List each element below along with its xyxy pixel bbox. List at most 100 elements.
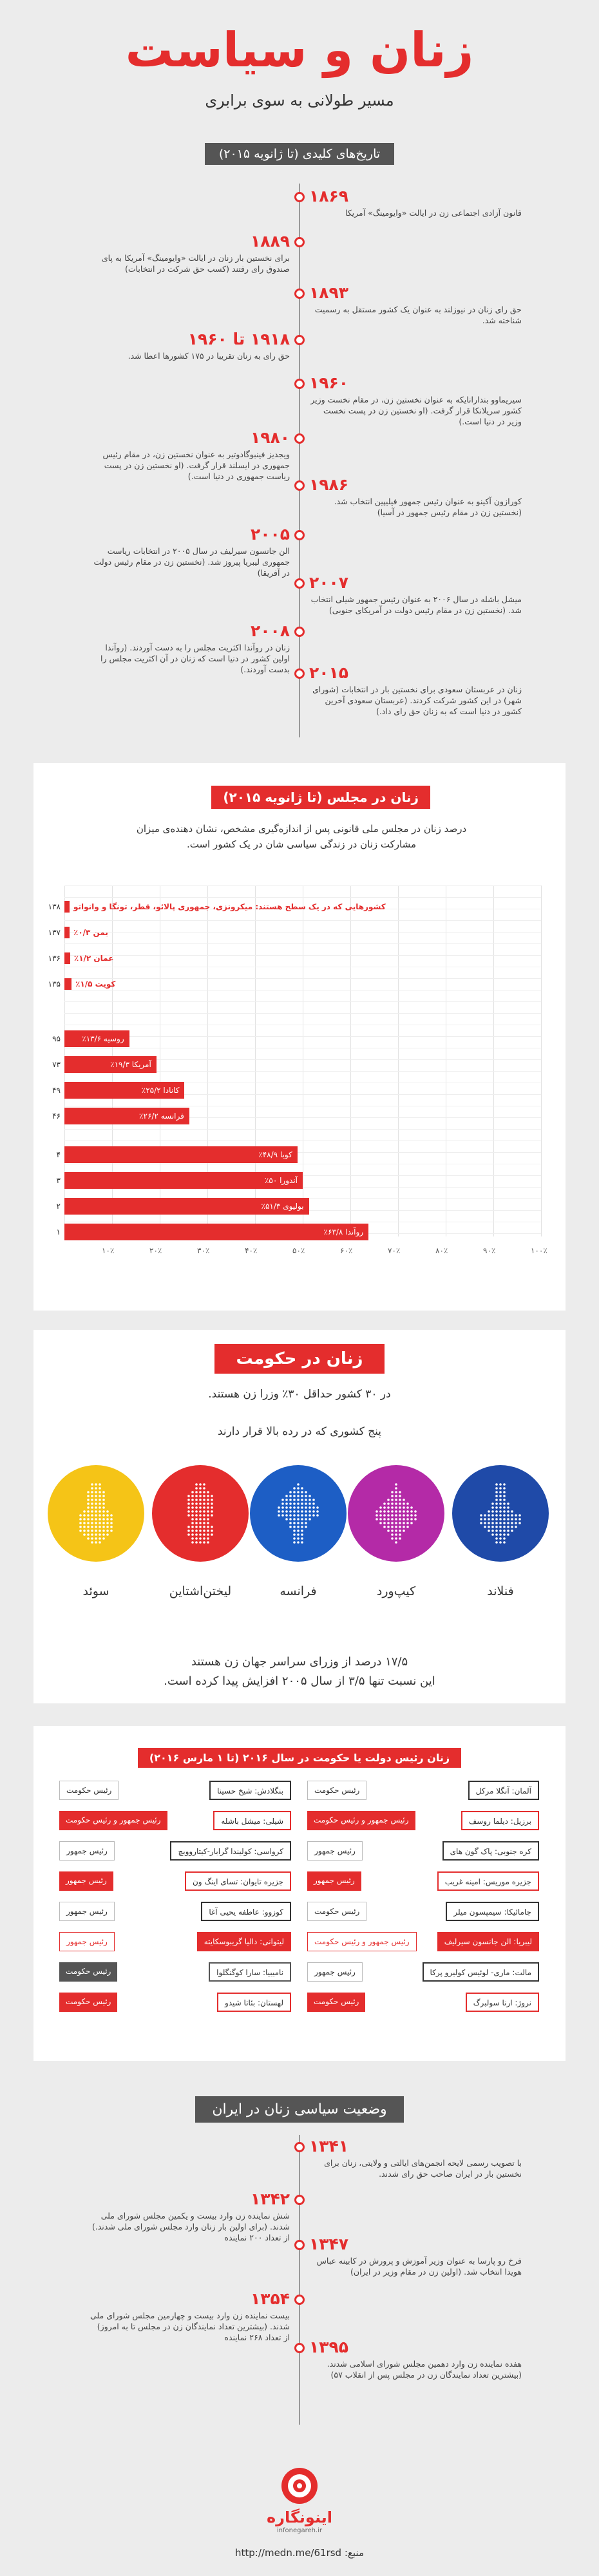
timeline-year: ۱۳۴۱ (309, 2137, 349, 2155)
leader-entry: رئیس حکومت آلمان: آنگلا مرکل (307, 1781, 539, 1800)
chart-gridline (64, 1129, 541, 1130)
timeline-year: ۱۹۸۰ (250, 428, 290, 447)
timeline-text: الن جانسون سیرلیف در سال ۲۰۰۵ در انتخابا… (93, 546, 290, 578)
leader-name: کوزوو: عاطفه یحیی آغا (201, 1902, 291, 1921)
source-label: منبع: (344, 2547, 364, 2559)
leader-role: رئیس جمهور (307, 1871, 361, 1891)
chart-gridline (64, 920, 541, 921)
chart-gridline (64, 943, 541, 944)
page-title: زنان و سیاست (125, 23, 474, 78)
leader-entry: رئیس جمهور جزیره موریس: امینه غریب (307, 1871, 539, 1891)
leader-entry: رئیس جمهور و رئیس حکومت لیبریا: الن جانسو… (307, 1932, 539, 1951)
leader-role: رئیس جمهور (59, 1841, 115, 1861)
timeline-dot (294, 192, 305, 202)
timeline-text: بیست نماینده زن وارد بیست و چهارمین مجلس… (90, 2311, 290, 2342)
leader-name: کرواسی: کولیندا گرابار-کیتاروویچ (170, 1841, 291, 1861)
leader-entry: رئیس جمهور و رئیس حکومت شیلی: میشل باشله (59, 1811, 291, 1830)
timeline-dot (294, 627, 305, 637)
chart-gridline (64, 1175, 541, 1176)
leader-role: رئیس حکومت (59, 1993, 118, 2012)
chart-gridline (398, 886, 399, 1236)
leader-entry: رئیس جمهور لیتوانی: دالیا گریبوسکایته (59, 1932, 291, 1951)
leader-entry: رئیس حکومت نروژ: ارنا سولبرگ (307, 1993, 539, 2012)
chart-bar (64, 952, 70, 964)
bar-rank: ۹۵ (52, 1034, 61, 1043)
source-url[interactable]: http://medn.me/61rsd (235, 2547, 342, 2559)
country-name: فرانسه (280, 1584, 317, 1598)
timeline-year: ۱۳۹۵ (309, 2338, 349, 2356)
timeline-dot (294, 2240, 305, 2250)
chart-gridline (64, 897, 541, 898)
bar-rank: ۷۳ (52, 1060, 61, 1069)
leader-name: جزیره موریس: امینه غریب (437, 1871, 539, 1891)
timeline-text: کورازون آکینو به عنوان رئیس جمهور فیلیپی… (334, 497, 522, 517)
leader-role: رئیس حکومت (307, 1993, 366, 2012)
chart-bar: کوبا ۴۸/۹٪ (64, 1146, 298, 1163)
leader-name: مالت: ماری- لوئیس کولیرو پرکا (422, 1962, 539, 1982)
source-line: منبع: http://medn.me/61rsd (0, 2547, 599, 2559)
timeline-dot (294, 237, 305, 247)
leader-name: شیلی: میشل باشله (213, 1811, 291, 1830)
timeline-year: ۱۹۶۰ (309, 374, 349, 392)
timeline-axis (299, 184, 300, 737)
chart-bar: کانادا ۲۵/۲٪ (64, 1082, 185, 1099)
iran-timeline-axis (299, 2135, 300, 2425)
x-tick-label: ۹۰٪ (483, 1246, 496, 1255)
chart-gridline (64, 1117, 541, 1118)
government-footnote1: ۱۷/۵ درصد از وزرای سراسر جهان زن هستند (191, 1655, 408, 1669)
leaders-section-title: زنان رئیس دولت یا حکومت در سال ۲۰۱۶ (تا … (137, 1748, 462, 1768)
parliament-chart: ۱۳۸ کشورهایی که در یک سطح هستند: میکرونزی… (48, 886, 547, 1255)
timeline-text: میشل باشله در سال ۲۰۰۶ به عنوان رئیس جمه… (310, 594, 522, 615)
country-circle (452, 1465, 549, 1562)
chart-gridline (64, 978, 541, 979)
chart-gridline (493, 886, 494, 1236)
leader-role: رئیس جمهور و رئیس حکومت (307, 1811, 415, 1830)
bar-rank: ۴۹ (52, 1086, 61, 1095)
leader-name: لهستان: بئاتا شیدو (216, 1993, 291, 2012)
bar-rank: ۳ (56, 1176, 61, 1185)
leader-name: نامیبیا: سارا کوگنگلوا (209, 1962, 291, 1982)
chart-bar: آمریکا ۱۹/۳٪ (64, 1056, 157, 1073)
footer-logo: اینونگاره infonegareh.ir (254, 2467, 345, 2534)
chart-gridline (64, 1071, 541, 1072)
timeline-dot (294, 2195, 305, 2205)
timeline-text: شش نماینده زن وارد بیست و یکمین مجلس شور… (91, 2211, 290, 2242)
chart-bar (64, 927, 70, 938)
leader-entry: رئیس جمهور کرواسی: کولیندا گرابار-کیتاروو… (59, 1841, 291, 1861)
timeline-dot (294, 578, 305, 589)
timeline-year: ۲۰۰۸ (250, 621, 290, 640)
chart-gridline (350, 886, 351, 1236)
leader-name: آلمان: آنگلا مرکل (468, 1781, 539, 1800)
chart-gridline (207, 886, 208, 1236)
bar-rank: ۱۳۵ (48, 980, 61, 989)
timeline-dot (294, 2295, 305, 2305)
leader-name: کره جنوبی: پاک گون های (442, 1841, 539, 1861)
x-tick-label: ۶۰٪ (340, 1246, 353, 1255)
chart-gridline (64, 1059, 541, 1060)
leader-role: رئیس جمهور (59, 1902, 115, 1921)
timeline-year: ۱۳۴۷ (309, 2235, 349, 2253)
bar-label: عمان ۱/۲٪ (73, 954, 114, 963)
leader-role: رئیس جمهور (307, 1841, 363, 1861)
timeline-year: ۱۳۴۲ (250, 2190, 290, 2208)
page-subtitle: مسیر طولانی به سوی برابری (205, 91, 394, 109)
timeline-text: سیریماوو بندارانایکه به عنوان نخستین زن،… (310, 395, 522, 426)
bar-rank: ۱۳۸ (48, 902, 61, 911)
government-line2: پنج کشوری که در رده بالا قرار دارند (217, 1425, 382, 1438)
timeline-year: ۱۳۵۴ (250, 2289, 290, 2308)
chart-gridline (64, 955, 541, 956)
timeline-text: ویجدیز فینبوگادوتیر به عنوان نخستین زن، … (102, 450, 290, 481)
country-map-icon (278, 1483, 319, 1544)
timeline-text: قانون آزادی اجتماعی زن در ایالت «وایومین… (345, 208, 522, 218)
timeline-year: ۱۸۹۳ (309, 283, 349, 302)
x-tick-label: ۴۰٪ (245, 1246, 258, 1255)
country-circle (48, 1465, 144, 1562)
chart-bar: فرانسه ۲۶/۲٪ (64, 1108, 189, 1124)
country-map-icon (187, 1483, 213, 1544)
bar-rank: ۲ (56, 1202, 61, 1211)
timeline-text: فرخ رو پارسا به عنوان وزیر آموزش و پرورش… (316, 2256, 522, 2277)
leader-name: لیتوانی: دالیا گریبوسکایته (196, 1932, 291, 1951)
chart-gridline (64, 1094, 541, 1095)
logo-text: اینونگاره (266, 2508, 333, 2526)
government-footnote2: این نسبت تنها ۳/۵ از سال ۲۰۰۵ افزایش پید… (164, 1674, 435, 1688)
